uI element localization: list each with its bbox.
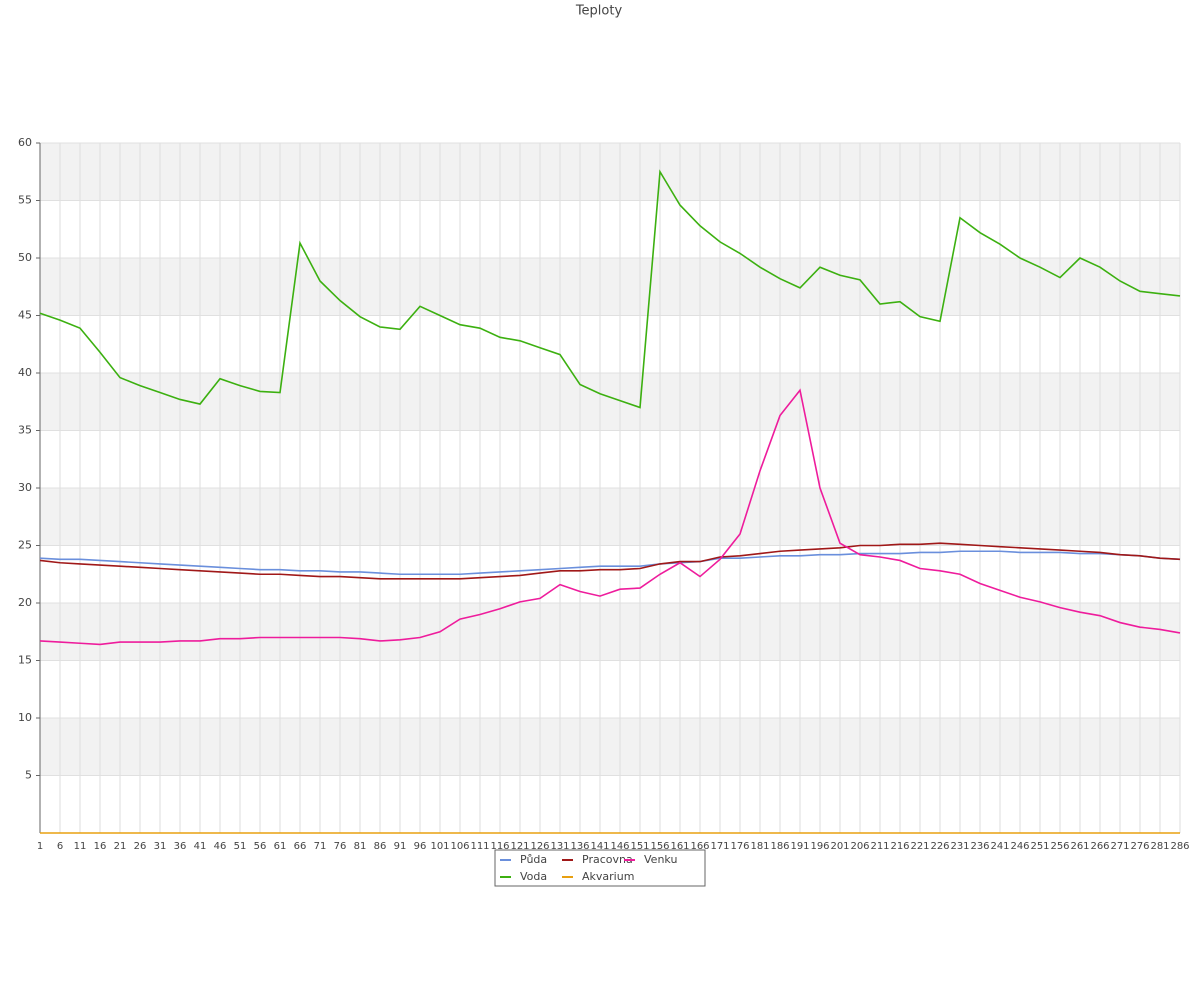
x-tick-label: 46 <box>214 841 227 852</box>
grid-band <box>40 488 1180 546</box>
y-tick-label: 25 <box>18 539 32 552</box>
y-tick-label: 55 <box>18 194 32 207</box>
x-tick-label: 66 <box>294 841 307 852</box>
x-tick-label: 76 <box>334 841 347 852</box>
grid-band <box>40 603 1180 661</box>
x-tick-label: 61 <box>274 841 287 852</box>
legend-box <box>494 849 706 887</box>
legend-label: Akvarium <box>582 870 634 883</box>
x-tick-label: 276 <box>1130 841 1149 852</box>
x-tick-label: 146 <box>610 841 629 852</box>
x-tick-label: 156 <box>650 841 669 852</box>
x-tick-label: 96 <box>414 841 427 852</box>
x-tick-label: 226 <box>930 841 949 852</box>
y-tick-label: 60 <box>18 136 32 149</box>
grid-band <box>40 143 1180 201</box>
x-tick-label: 271 <box>1110 841 1129 852</box>
x-tick-label: 136 <box>570 841 589 852</box>
x-tick-label: 31 <box>154 841 167 852</box>
x-tick-label: 91 <box>394 841 407 852</box>
x-tick-label: 266 <box>1090 841 1109 852</box>
x-tick-label: 196 <box>810 841 829 852</box>
x-tick-label: 16 <box>94 841 107 852</box>
x-tick-label: 216 <box>890 841 909 852</box>
x-tick-label: 236 <box>970 841 989 852</box>
x-tick-label: 6 <box>57 841 63 852</box>
x-tick-label: 171 <box>710 841 729 852</box>
x-tick-label: 201 <box>830 841 849 852</box>
x-tick-label: 211 <box>870 841 889 852</box>
legend-label: Venku <box>644 853 677 866</box>
x-tick-label: 86 <box>374 841 387 852</box>
x-tick-label: 251 <box>1030 841 1049 852</box>
legend-label: Pracovna <box>582 853 633 866</box>
x-tick-label: 71 <box>314 841 327 852</box>
series-line <box>39 550 1181 576</box>
x-tick-label: 241 <box>990 841 1009 852</box>
legend-label: Voda <box>520 870 547 883</box>
y-tick-label: 30 <box>18 481 32 494</box>
x-tick-label: 26 <box>134 841 147 852</box>
x-tick-label: 1 <box>37 841 43 852</box>
x-tick-label: 51 <box>234 841 247 852</box>
x-tick-label: 286 <box>1170 841 1189 852</box>
x-tick-label: 36 <box>174 841 187 852</box>
y-tick-label: 45 <box>18 309 32 322</box>
grid-band <box>40 258 1180 316</box>
series-line <box>39 388 1181 646</box>
x-tick-label: 81 <box>354 841 367 852</box>
x-tick-label: 126 <box>530 841 549 852</box>
x-tick-label: 256 <box>1050 841 1069 852</box>
x-tick-label: 41 <box>194 841 207 852</box>
y-tick-label: 20 <box>18 596 32 609</box>
series-line <box>39 169 1181 409</box>
y-tick-label: 35 <box>18 424 32 437</box>
x-tick-label: 176 <box>730 841 749 852</box>
x-tick-label: 131 <box>550 841 569 852</box>
x-tick-label: 151 <box>630 841 649 852</box>
x-tick-label: 106 <box>450 841 469 852</box>
y-tick-label: 50 <box>18 251 32 264</box>
y-tick-label: 40 <box>18 366 32 379</box>
x-tick-label: 221 <box>910 841 929 852</box>
x-tick-label: 281 <box>1150 841 1169 852</box>
x-tick-label: 231 <box>950 841 969 852</box>
x-tick-label: 261 <box>1070 841 1089 852</box>
x-tick-label: 141 <box>590 841 609 852</box>
x-tick-label: 11 <box>74 841 87 852</box>
x-tick-label: 161 <box>670 841 689 852</box>
x-tick-label: 181 <box>750 841 769 852</box>
y-tick-label: 15 <box>18 654 32 667</box>
x-tick-label: 246 <box>1010 841 1029 852</box>
x-tick-label: 56 <box>254 841 267 852</box>
x-tick-label: 116 <box>490 841 509 852</box>
x-tick-label: 186 <box>770 841 789 852</box>
grid-band <box>40 718 1180 776</box>
x-tick-label: 166 <box>690 841 709 852</box>
y-tick-label: 10 <box>18 711 32 724</box>
y-tick-label: 5 <box>25 769 32 782</box>
grid-band <box>40 373 1180 431</box>
x-tick-label: 191 <box>790 841 809 852</box>
x-tick-label: 101 <box>430 841 449 852</box>
x-tick-label: 121 <box>510 841 529 852</box>
x-tick-label: 206 <box>850 841 869 852</box>
x-tick-label: 111 <box>470 841 489 852</box>
series-line <box>39 542 1181 580</box>
x-tick-label: 21 <box>114 841 127 852</box>
legend-label: Půda <box>520 853 547 866</box>
chart-title: Teploty <box>575 4 623 19</box>
